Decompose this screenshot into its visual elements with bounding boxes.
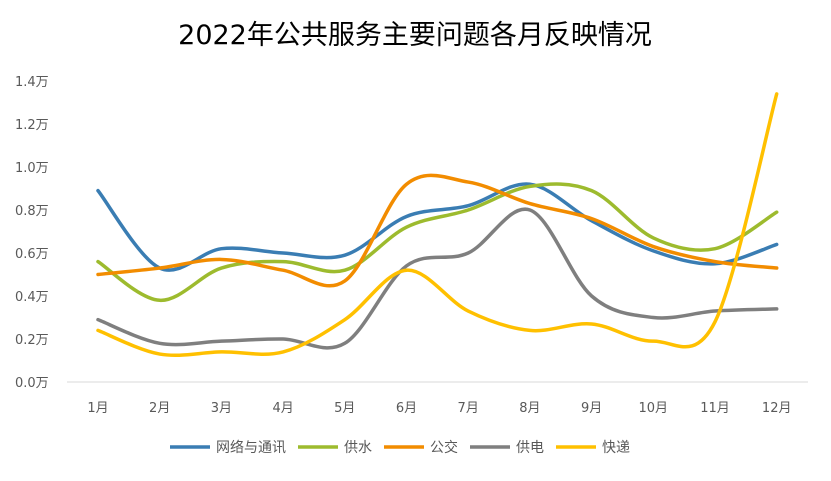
legend-label: 公交 <box>430 439 458 456</box>
x-tick-label: 1月 <box>87 401 108 416</box>
y-tick-label: 1.2万 <box>15 118 49 133</box>
legend-label: 快递 <box>602 440 630 456</box>
y-tick-label: 0.0万 <box>15 376 49 391</box>
y-tick-label: 0.6万 <box>15 247 49 262</box>
x-tick-label: 4月 <box>272 401 293 416</box>
series-line-供水 <box>98 184 777 300</box>
series-line-公交 <box>98 175 777 285</box>
x-tick-label: 2月 <box>149 401 170 416</box>
y-tick-label: 0.8万 <box>15 204 49 219</box>
x-tick-label: 9月 <box>581 401 602 416</box>
legend-label: 网络与通讯 <box>216 440 286 456</box>
y-tick-label: 1.0万 <box>15 161 49 176</box>
y-tick-label: 0.2万 <box>15 333 49 348</box>
chart-title: 2022年公共服务主要问题各月反映情况 <box>178 20 652 51</box>
x-tick-label: 12月 <box>762 401 792 416</box>
y-tick-label: 0.4万 <box>15 290 49 305</box>
x-tick-label: 8月 <box>519 401 540 416</box>
x-tick-label: 7月 <box>458 401 479 416</box>
legend-label: 供电 <box>516 440 544 456</box>
x-tick-label: 3月 <box>211 401 232 416</box>
legend-label: 供水 <box>344 440 372 456</box>
x-tick-label: 6月 <box>396 401 417 416</box>
x-tick-label: 10月 <box>639 401 669 416</box>
x-tick-label: 11月 <box>700 401 730 416</box>
x-tick-label: 5月 <box>334 401 355 416</box>
y-tick-label: 1.4万 <box>15 75 49 90</box>
